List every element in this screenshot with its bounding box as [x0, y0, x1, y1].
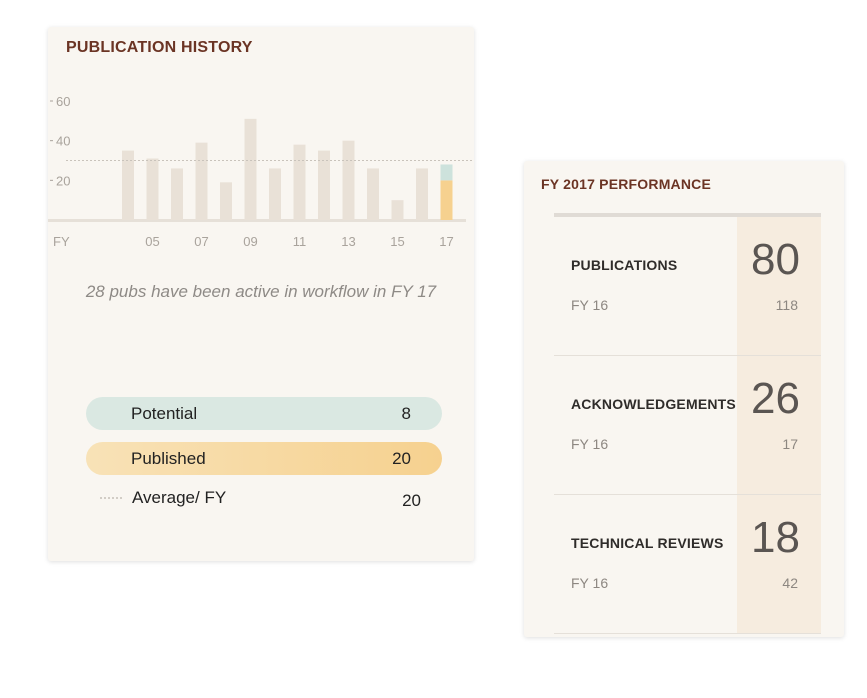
bar-12 [318, 150, 330, 220]
y-tick-label: 20 [56, 173, 70, 188]
legend-average-value: 20 [402, 491, 421, 510]
bar-09 [244, 118, 257, 220]
metric-technical-reviews: TECHNICAL REVIEWS FY 16 18 42 [554, 495, 821, 634]
metric-publications: PUBLICATIONS FY 16 80 118 [554, 217, 821, 356]
bar-14 [367, 168, 379, 220]
metric-sub-label: FY 16 [571, 297, 609, 313]
publication-history-card: PUBLICATION HISTORY 20 40 60 FY 05 07 09 11 13 15… [48, 27, 474, 561]
y-tick-label: 60 [56, 94, 70, 109]
metric-value: 18 [751, 513, 800, 562]
bar-06 [171, 168, 183, 220]
bar-15 [391, 200, 404, 220]
x-tick-label: 11 [293, 234, 307, 249]
legend-potential-label: Potential [131, 404, 198, 423]
metric-highlight [737, 217, 821, 355]
x-tick-label: 07 [194, 234, 208, 249]
x-axis-label: FY [53, 234, 70, 249]
workflow-summary: 28 pubs have been active in workflow in … [85, 282, 437, 301]
bar-published-17 [440, 180, 453, 220]
metric-prev-value: 118 [775, 297, 798, 313]
average-line-swatch [100, 497, 122, 499]
metric-acknowledgements: ACKNOWLEDGEMENTS FY 16 26 17 [554, 356, 821, 495]
metric-sub-label: FY 16 [571, 436, 609, 452]
y-tick-label: 40 [56, 134, 70, 149]
bar-05 [146, 158, 159, 220]
metric-value: 26 [751, 374, 800, 423]
legend-published-value: 20 [392, 449, 411, 468]
card-title: PUBLICATION HISTORY [66, 39, 253, 56]
bar-04 [122, 150, 134, 220]
metric-highlight [737, 356, 821, 494]
divider [554, 213, 821, 217]
metric-sub-label: FY 16 [571, 575, 609, 591]
fy-performance-card: FY 2017 PERFORMANCE PUBLICATIONS FY 16 8… [524, 161, 844, 637]
bar-13 [342, 140, 355, 220]
x-tick-label: 05 [145, 234, 159, 249]
metric-label: ACKNOWLEDGEMENTS [571, 396, 736, 412]
metric-label: TECHNICAL REVIEWS [571, 535, 724, 551]
legend-potential-value: 8 [401, 404, 411, 423]
metric-highlight [737, 495, 821, 633]
bar-07 [195, 142, 208, 220]
publication-history-chart: 20 40 60 FY 05 07 09 11 13 15 17 [48, 94, 474, 249]
bar-08 [220, 182, 232, 220]
bar-16 [416, 168, 428, 220]
metric-prev-value: 17 [782, 436, 798, 452]
x-tick-label: 13 [341, 234, 355, 249]
metric-prev-value: 42 [782, 575, 798, 591]
legend-average-label: Average/ FY [132, 488, 227, 507]
x-tick-label: 15 [390, 234, 404, 249]
bar-10 [269, 168, 281, 220]
x-tick-label: 09 [243, 234, 257, 249]
bar-potential-17 [440, 164, 453, 181]
legend-published-label: Published [131, 449, 206, 468]
x-tick-label: 17 [439, 234, 453, 249]
bar-11 [293, 144, 306, 220]
card-title: FY 2017 PERFORMANCE [541, 176, 712, 192]
legend-average: Average/ FY 20 [86, 486, 442, 516]
metric-value: 80 [751, 235, 800, 284]
legend-potential: Potential 8 [86, 397, 442, 430]
metric-label: PUBLICATIONS [571, 257, 678, 273]
legend-published: Published 20 [86, 442, 442, 475]
